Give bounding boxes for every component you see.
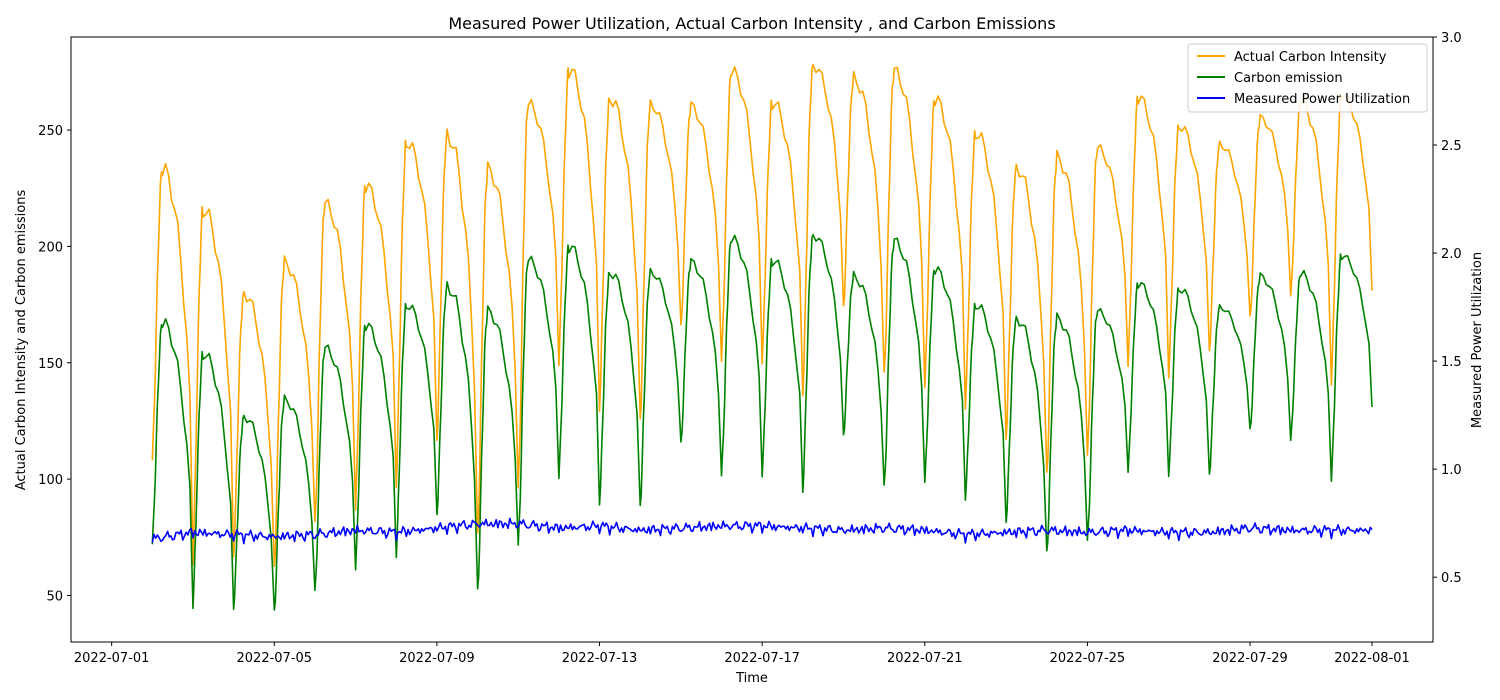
y-right-tick-label: 1.5 bbox=[1441, 355, 1462, 370]
x-tick-label: 2022-07-17 bbox=[724, 651, 800, 666]
y-right-tick-label: 1.0 bbox=[1441, 463, 1462, 478]
y-left-tick-label: 150 bbox=[38, 357, 63, 372]
y-left-tick-label: 100 bbox=[38, 473, 63, 488]
y-axis-right: 0.5 1.0 1.5 2.0 2.5 3.0 bbox=[1433, 31, 1462, 586]
x-tick-label: 2022-07-13 bbox=[562, 651, 638, 666]
x-tick-label: 2022-07-09 bbox=[399, 651, 475, 666]
legend-box bbox=[1187, 43, 1428, 113]
series-line-carbon-emission bbox=[151, 234, 1373, 611]
legend-label: Carbon emission bbox=[1234, 71, 1343, 86]
y-right-tick-label: 2.5 bbox=[1441, 139, 1462, 154]
x-tick-label: 2022-07-01 bbox=[74, 651, 150, 666]
y-right-tick-label: 0.5 bbox=[1441, 571, 1462, 586]
y-axis-left-label: Actual Carbon Intensity and Carbon emiss… bbox=[14, 190, 29, 491]
legend: Actual Carbon Intensity Carbon emission Me… bbox=[1187, 43, 1428, 113]
series-line-measured-power-utilization bbox=[151, 517, 1373, 545]
y-left-tick-label: 250 bbox=[38, 124, 63, 139]
y-axis-right-label: Measured Power Utilization bbox=[1470, 252, 1485, 428]
y-left-tick-label: 50 bbox=[46, 589, 63, 604]
x-tick-label: 2022-08-01 bbox=[1334, 651, 1410, 666]
y-left-tick-label: 200 bbox=[38, 240, 63, 255]
legend-label: Actual Carbon Intensity bbox=[1234, 50, 1387, 65]
y-axis-left: 50 100 150 200 250 bbox=[38, 124, 71, 604]
x-axis: 2022-07-01 2022-07-05 2022-07-09 2022-07-13… bbox=[74, 642, 1410, 666]
x-tick-label: 2022-07-05 bbox=[237, 651, 313, 666]
legend-label: Measured Power Utilization bbox=[1234, 92, 1410, 107]
x-tick-label: 2022-07-29 bbox=[1212, 651, 1288, 666]
series-line-actual-carbon-intensity bbox=[151, 64, 1373, 568]
x-axis-label: Time bbox=[735, 671, 768, 686]
y-right-tick-label: 2.0 bbox=[1441, 247, 1462, 262]
series-lines bbox=[151, 64, 1373, 611]
chart-title: Measured Power Utilization, Actual Carbo… bbox=[448, 14, 1055, 33]
x-tick-label: 2022-07-21 bbox=[887, 651, 963, 666]
plot-frame bbox=[70, 36, 1434, 643]
x-tick-label: 2022-07-25 bbox=[1050, 651, 1126, 666]
y-right-tick-label: 3.0 bbox=[1441, 31, 1462, 46]
